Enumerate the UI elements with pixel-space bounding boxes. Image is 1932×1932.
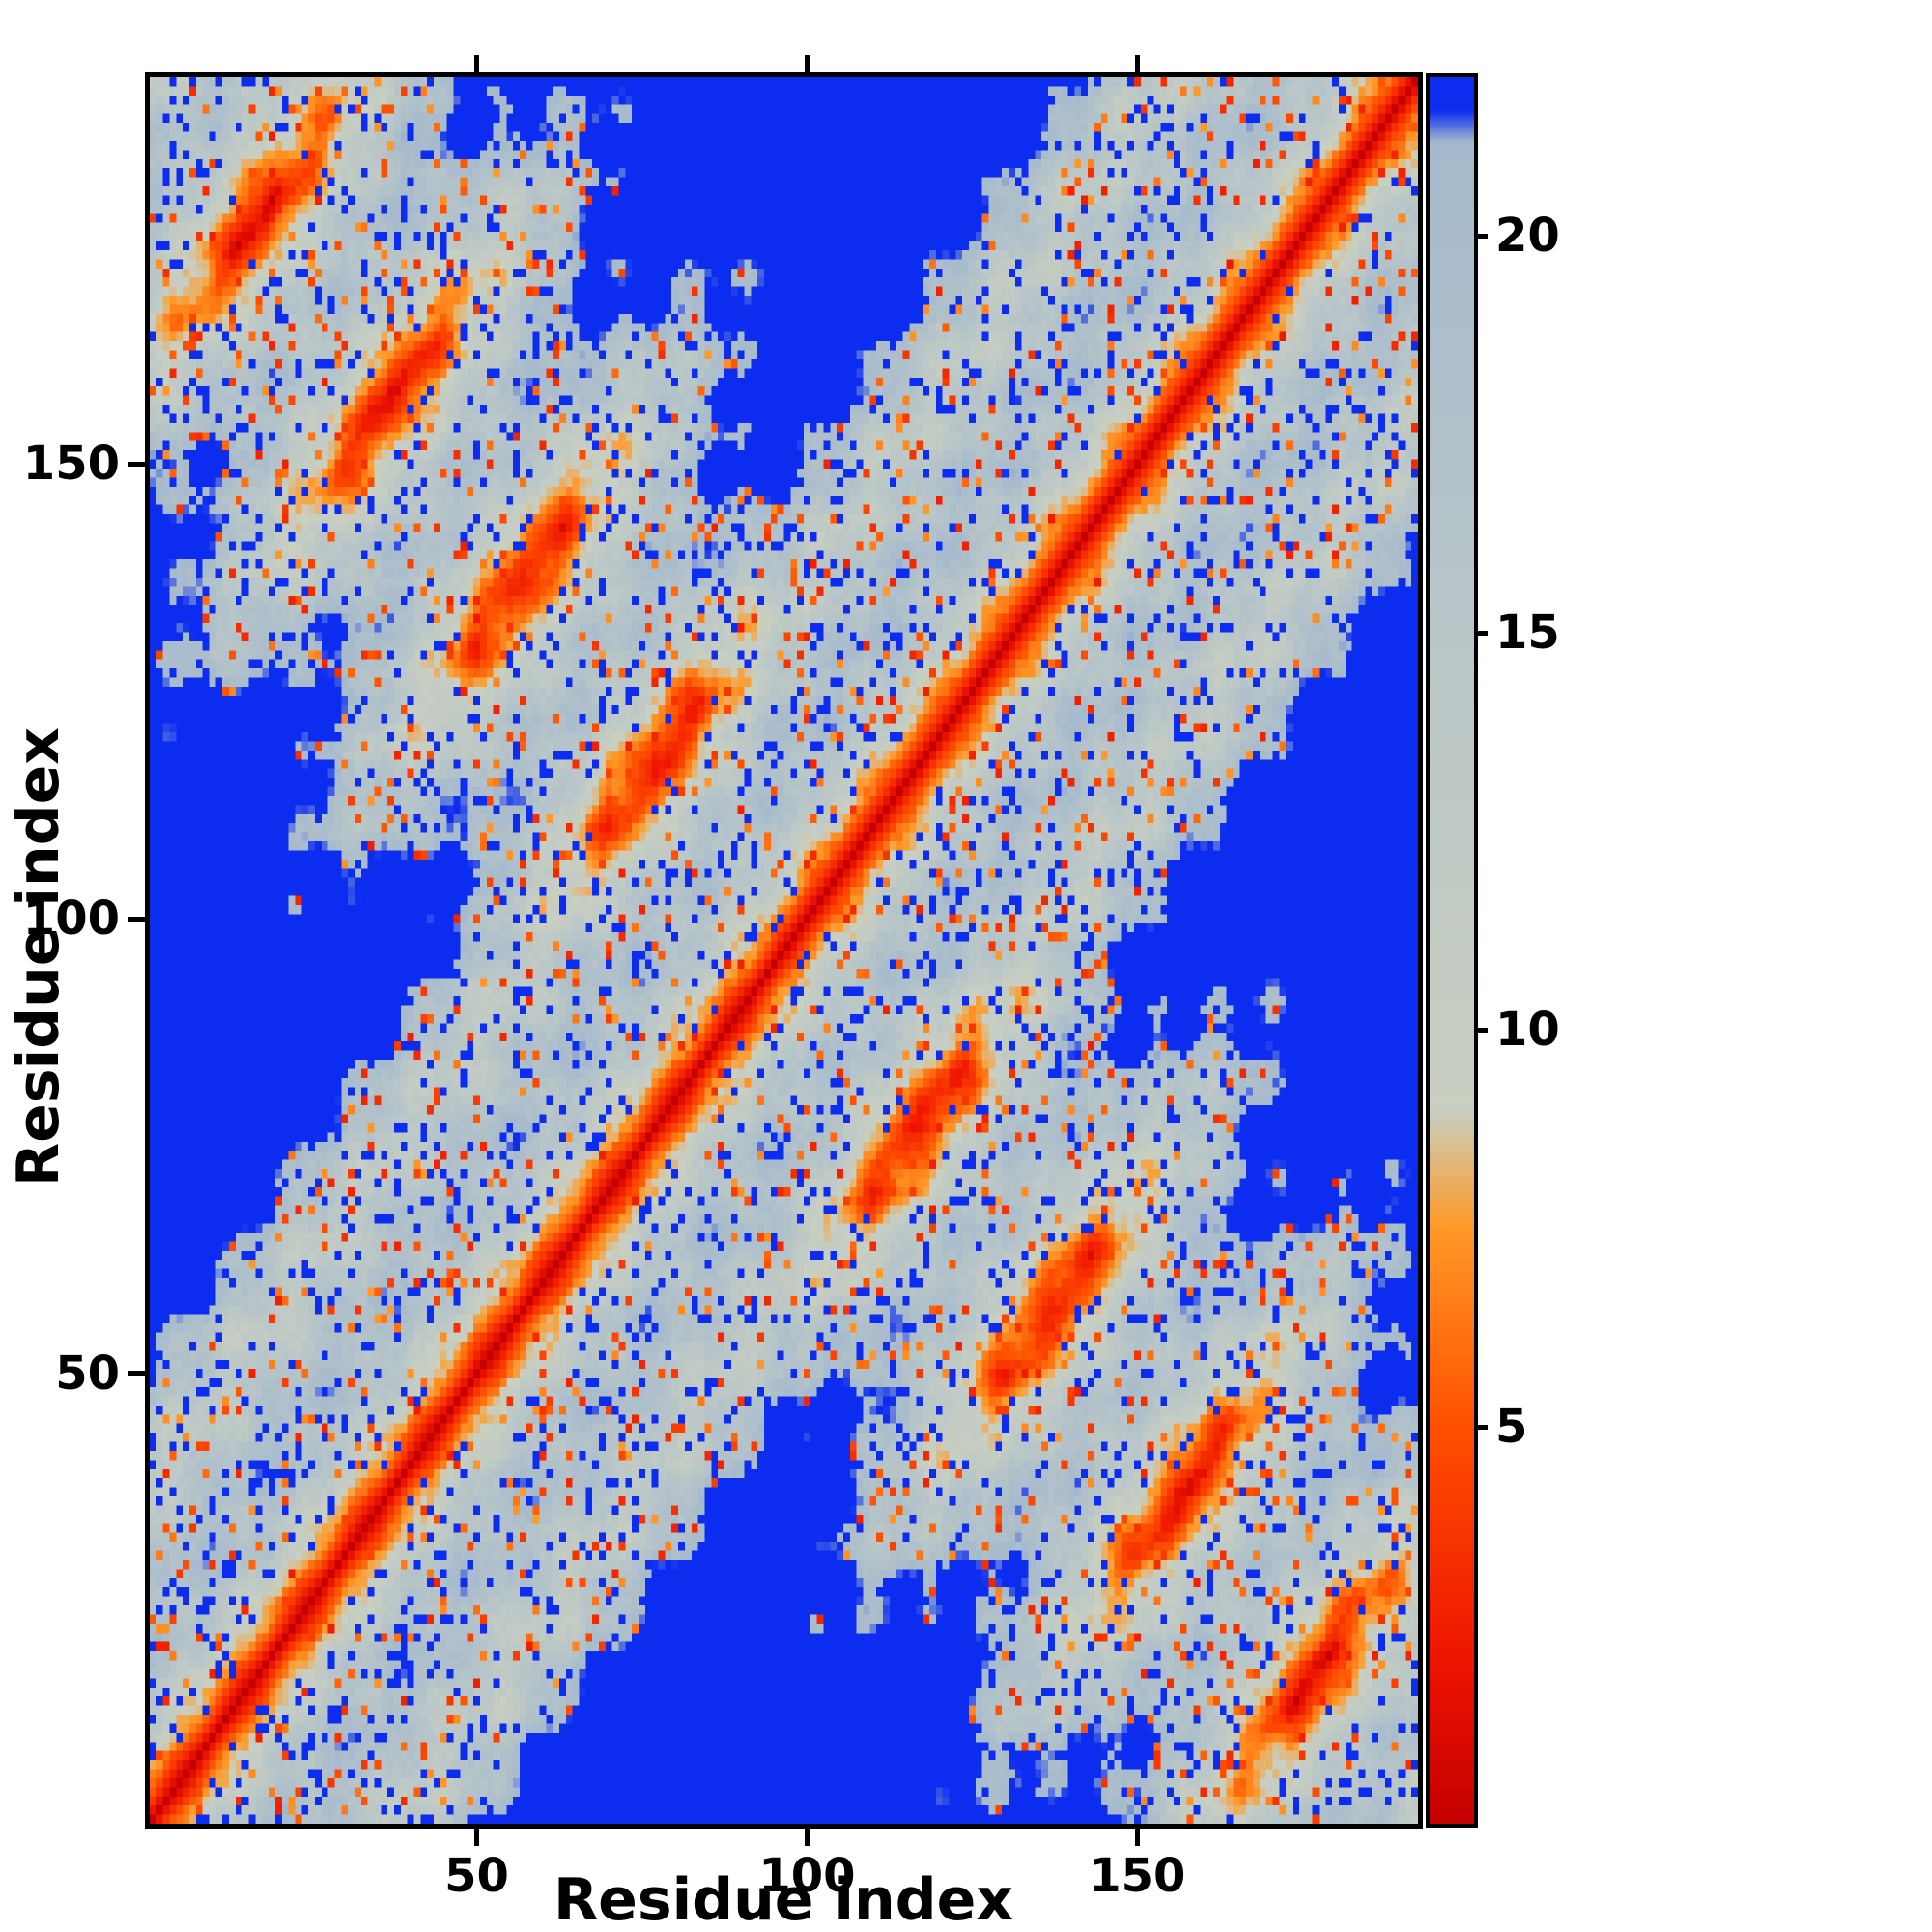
y-tick-label: 150 <box>22 437 120 492</box>
y-tick-mark <box>128 1371 145 1377</box>
colorbar-tick-label: 5 <box>1495 1400 1528 1455</box>
y-tick-mark <box>128 461 145 467</box>
y-tick-mark <box>128 916 145 922</box>
x-top-tick-mark <box>804 55 810 72</box>
x-top-tick-mark <box>474 55 479 72</box>
colorbar-tick-label: 15 <box>1495 606 1560 661</box>
x-tick-mark <box>474 1829 479 1846</box>
colorbar-tick-mark <box>1474 1424 1488 1430</box>
x-top-tick-mark <box>1134 55 1140 72</box>
x-tick-mark <box>804 1829 810 1846</box>
x-tick-label: 50 <box>444 1849 509 1903</box>
colorbar-tick-label: 10 <box>1495 1003 1560 1058</box>
colorbar-tick-label: 20 <box>1495 209 1560 264</box>
heatmap-canvas <box>150 77 1418 1824</box>
x-axis-title: Residue index <box>553 1866 1014 1932</box>
heatmap-plot-area <box>145 72 1423 1829</box>
colorbar-tick-mark <box>1474 630 1488 636</box>
y-tick-label: 100 <box>22 892 120 947</box>
colorbar-tick-mark <box>1474 1027 1488 1033</box>
x-tick-label: 150 <box>1089 1849 1186 1903</box>
colorbar-canvas <box>1430 77 1474 1824</box>
colorbar-tick-mark <box>1474 233 1488 239</box>
colorbar <box>1426 73 1478 1828</box>
y-tick-label: 50 <box>55 1346 120 1401</box>
x-tick-mark <box>1134 1829 1140 1846</box>
y-axis-title: Residue index <box>5 726 72 1188</box>
x-tick-label: 100 <box>758 1849 856 1903</box>
